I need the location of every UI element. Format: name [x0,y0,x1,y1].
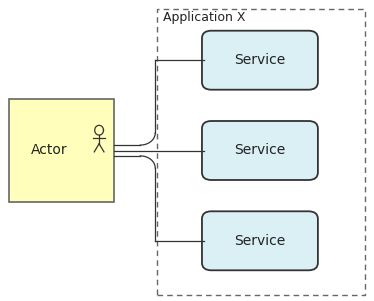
Text: Service: Service [234,234,286,248]
Text: Actor: Actor [31,144,67,157]
FancyBboxPatch shape [202,31,318,90]
Text: Service: Service [234,53,286,67]
Text: Application X: Application X [163,11,245,23]
Text: Service: Service [234,144,286,157]
FancyBboxPatch shape [202,121,318,180]
FancyBboxPatch shape [202,211,318,270]
FancyBboxPatch shape [9,99,114,202]
